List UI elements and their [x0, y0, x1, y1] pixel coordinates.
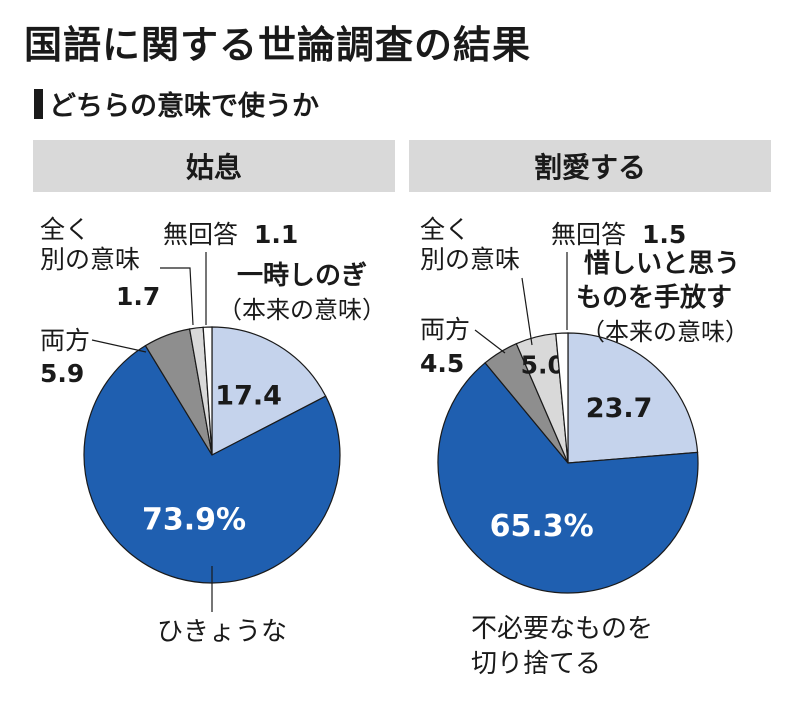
pie-value-label-1-1: 65.3% — [490, 509, 594, 544]
pie-value-label-1-0: 23.7 — [586, 393, 653, 424]
left-both-label: 両方 — [40, 326, 90, 355]
right-both-label: 両方 — [420, 315, 470, 344]
pie-slice-0-4 — [202, 326, 213, 456]
right-main-label-line1: 不必要なものを — [471, 614, 653, 644]
left-original-label-line2: （本来の意味） — [218, 296, 386, 324]
left-both-value: 5.9 — [40, 359, 84, 388]
left-other-leader — [160, 267, 194, 326]
left-both-leader — [91, 339, 147, 353]
right-original-label-line2: ものを手放す — [576, 282, 732, 313]
right-both-leader — [474, 329, 506, 354]
left-main-label: ひきょうな — [157, 617, 287, 647]
subtitle-text: どちらの意味で使うか — [49, 91, 319, 122]
right-other-leader — [521, 277, 533, 346]
panel-header-left: 姑息 — [33, 140, 395, 192]
right-labels: 無回答 1.5 全く 別の意味 両方 4.5 惜しいと思う ものを手放す （本来… — [420, 215, 749, 679]
right-no-answer-value: 1.5 — [642, 220, 686, 249]
pie-slice-0-0 — [211, 326, 327, 456]
pie-slice-1-0 — [567, 332, 699, 464]
left-no-answer-value: 1.1 — [254, 220, 298, 249]
left-other-value: 1.7 — [116, 282, 160, 311]
left-no-answer-label: 無回答 — [163, 220, 238, 249]
right-other-label-line1: 全く — [420, 215, 470, 244]
right-no-answer-label: 無回答 — [551, 220, 626, 249]
left-original-label-line1: 一時しのぎ — [237, 261, 367, 291]
pie-value-label-0-1: 73.9% — [142, 503, 246, 538]
left-other-label-line2: 別の意味 — [40, 245, 140, 274]
right-other-label-line2: 別の意味 — [420, 245, 520, 274]
pie-chart-right: 23.765.3%5.0 — [437, 332, 699, 594]
chart-subtitle: どちらの意味で使うか — [34, 84, 319, 123]
right-main-label-line2: 切り捨てる — [471, 649, 601, 679]
pie-slice-1-4 — [555, 332, 569, 464]
right-both-value: 4.5 — [420, 349, 464, 378]
panel-header-right: 割愛する — [409, 140, 771, 192]
right-original-label-line1: 惜しいと思う — [584, 249, 740, 279]
pie-slice-0-1 — [83, 344, 341, 584]
right-original-label-line3: （本来の意味） — [581, 318, 749, 346]
left-labels: 無回答 1.1 全く 別の意味 1.7 両方 5.9 一時しのぎ （本来の意味）… — [40, 215, 386, 647]
left-other-label-line1: 全く — [40, 215, 90, 244]
chart-title: 国語に関する世論調査の結果 — [24, 23, 532, 67]
pie-value-label-0-0: 17.4 — [215, 380, 282, 411]
pie-chart-left: 17.4 73.9% — [83, 326, 341, 584]
pie-slice-1-1 — [437, 361, 699, 594]
subtitle-marker — [34, 88, 43, 119]
